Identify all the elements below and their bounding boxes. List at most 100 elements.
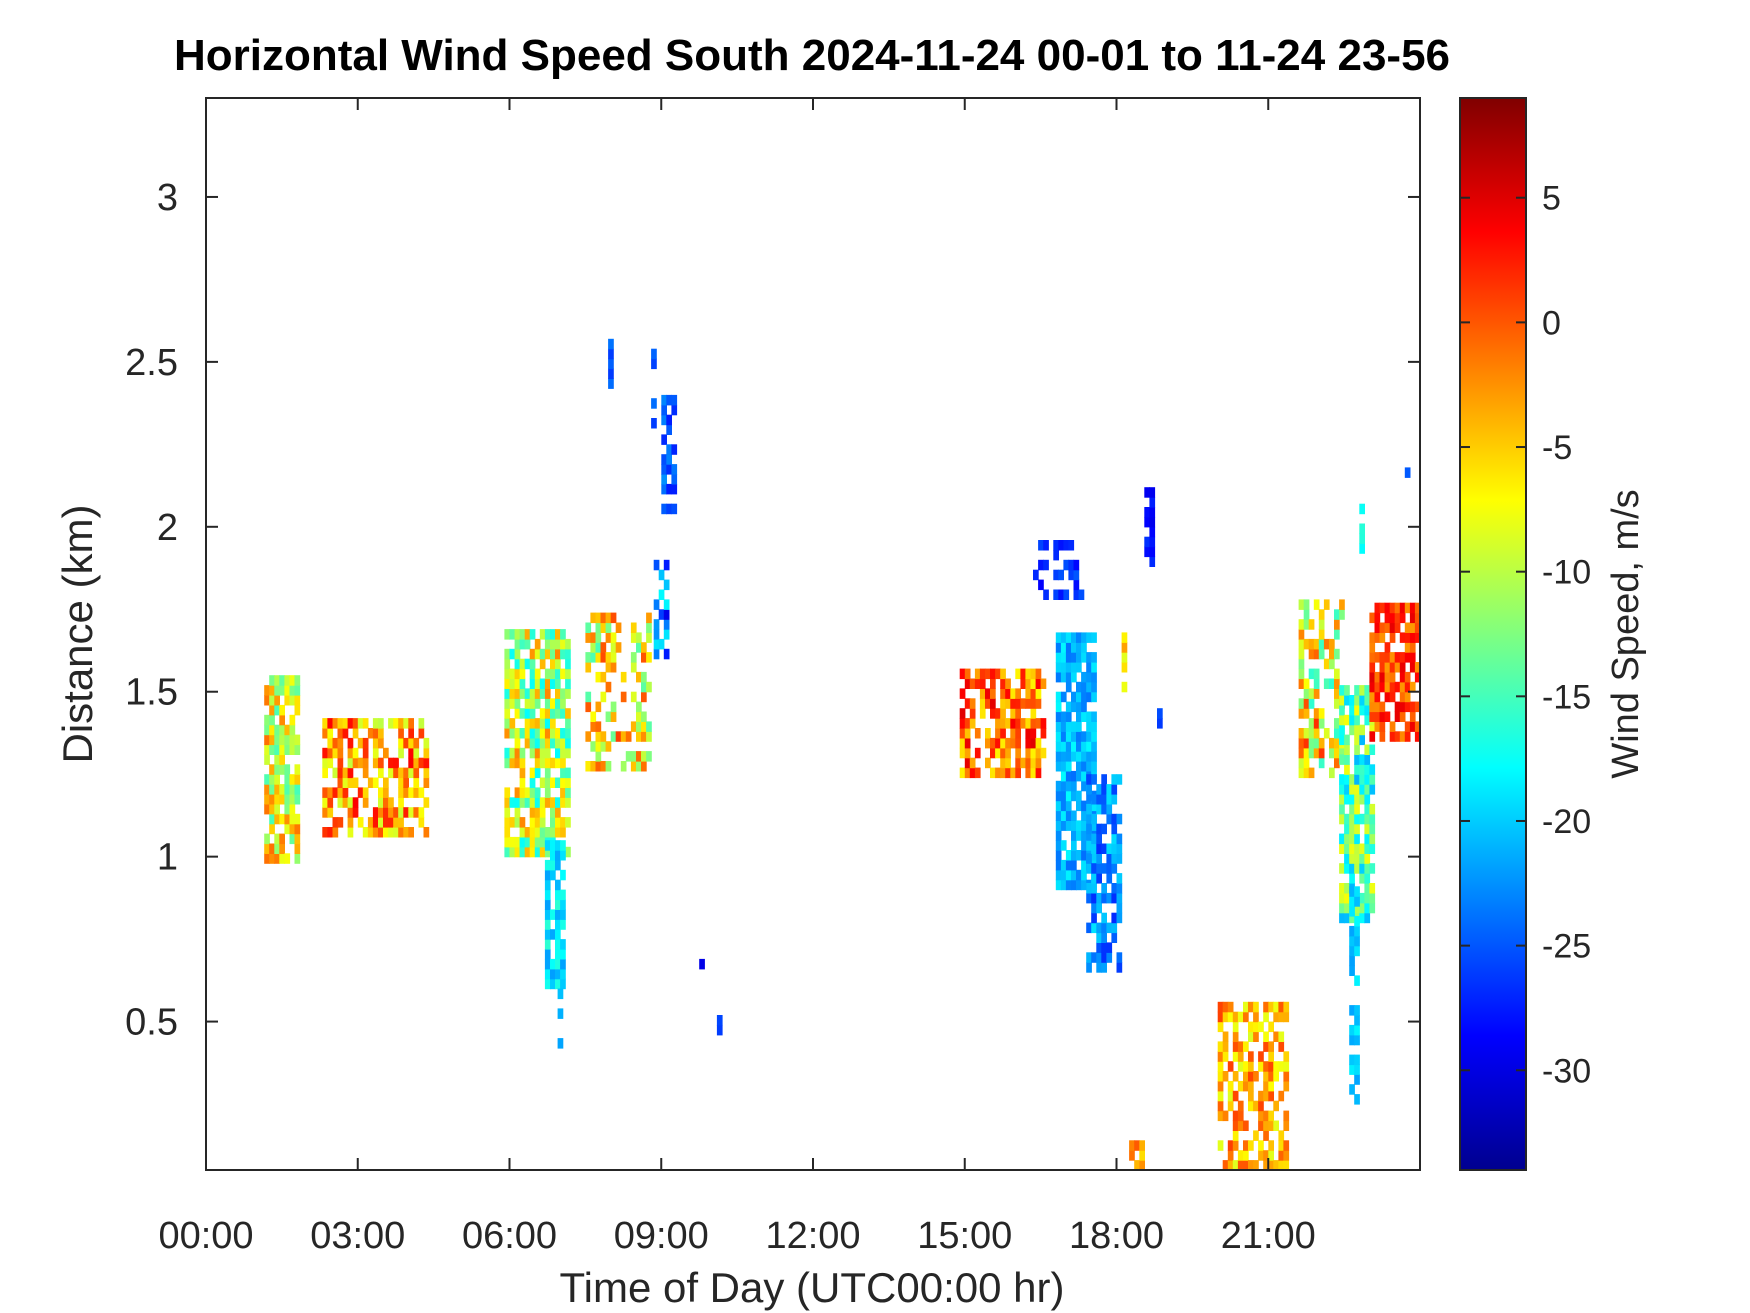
heatmap-cell bbox=[1116, 892, 1123, 904]
heatmap-cell bbox=[1071, 731, 1077, 742]
heatmap-cell bbox=[403, 737, 409, 749]
heatmap-cell bbox=[1364, 833, 1371, 845]
heatmap-cell bbox=[327, 728, 334, 739]
heatmap-cell bbox=[274, 774, 280, 785]
heatmap-cell bbox=[550, 757, 556, 769]
heatmap-cell bbox=[544, 698, 551, 709]
heatmap-cell bbox=[1278, 1011, 1285, 1023]
heatmap-cell bbox=[1364, 784, 1371, 795]
heatmap-cell bbox=[1010, 708, 1016, 719]
heatmap-cell bbox=[1268, 1021, 1274, 1033]
heatmap-cell bbox=[1354, 896, 1360, 907]
heatmap-cell bbox=[1055, 800, 1062, 812]
heatmap-cell bbox=[1030, 728, 1037, 739]
heatmap-cell bbox=[1040, 678, 1047, 689]
heatmap-cell bbox=[560, 869, 566, 881]
heatmap-cell bbox=[1217, 1011, 1224, 1023]
heatmap-cell bbox=[1263, 1090, 1269, 1102]
heatmap-cell bbox=[264, 794, 270, 805]
heatmap-cell bbox=[1015, 747, 1021, 759]
heatmap-cell bbox=[269, 764, 275, 775]
heatmap-cell bbox=[1339, 863, 1345, 874]
heatmap-cell bbox=[1258, 1090, 1264, 1102]
heatmap-cell bbox=[332, 817, 339, 828]
heatmap-cell bbox=[666, 414, 672, 426]
heatmap-cell bbox=[1349, 714, 1355, 726]
heatmap-cell bbox=[1134, 1140, 1140, 1151]
heatmap-cell bbox=[1055, 671, 1062, 683]
heatmap-cell bbox=[1232, 1071, 1239, 1082]
heatmap-cell bbox=[995, 737, 1001, 749]
heatmap-cell bbox=[595, 721, 602, 732]
heatmap-cell bbox=[1101, 863, 1107, 874]
heatmap-cell bbox=[1404, 681, 1411, 693]
heatmap-cell bbox=[1414, 622, 1421, 633]
heatmap-cell bbox=[590, 721, 597, 732]
heatmap-cell bbox=[1349, 803, 1355, 815]
heatmap-cell bbox=[1000, 718, 1006, 729]
heatmap-cell bbox=[658, 589, 665, 600]
heatmap-cell bbox=[544, 859, 551, 871]
heatmap-cell bbox=[1076, 869, 1082, 881]
heatmap-cell bbox=[1144, 516, 1150, 528]
heatmap-cell bbox=[1339, 813, 1345, 825]
heatmap-cell bbox=[1258, 1100, 1264, 1112]
heatmap-cell bbox=[544, 909, 551, 920]
heatmap-cell bbox=[519, 747, 526, 759]
heatmap-cell bbox=[653, 619, 660, 630]
heatmap-cell bbox=[1076, 751, 1082, 762]
heatmap-cell bbox=[274, 764, 280, 775]
heatmap-cell bbox=[1344, 754, 1350, 765]
heatmap-cell bbox=[1359, 523, 1365, 534]
heatmap-cell bbox=[367, 777, 374, 788]
heatmap-cell bbox=[1394, 652, 1401, 663]
heatmap-cell bbox=[264, 754, 270, 765]
heatmap-cell bbox=[995, 708, 1001, 719]
colorbar-tick-label: -25 bbox=[1542, 928, 1591, 966]
heatmap-cell bbox=[1349, 1084, 1355, 1095]
heatmap-cell bbox=[1081, 681, 1087, 693]
heatmap-cell bbox=[1068, 569, 1075, 581]
heatmap-cell bbox=[550, 929, 556, 940]
heatmap-cell bbox=[600, 642, 607, 653]
heatmap-cell bbox=[1323, 728, 1330, 739]
heatmap-cell bbox=[284, 794, 291, 805]
heatmap-cell bbox=[1227, 1090, 1234, 1102]
heatmap-cell bbox=[590, 711, 597, 722]
heatmap-cell bbox=[1263, 1071, 1269, 1082]
heatmap-cell bbox=[1121, 681, 1128, 693]
heatmap-cell bbox=[985, 688, 991, 699]
heatmap-cell bbox=[1091, 902, 1097, 914]
heatmap-cell bbox=[1409, 642, 1416, 653]
heatmap-cell bbox=[1258, 1021, 1264, 1033]
heatmap-cell bbox=[1303, 757, 1310, 769]
heatmap-cell bbox=[555, 939, 561, 950]
heatmap-cell bbox=[1329, 658, 1335, 670]
heatmap-cell bbox=[1364, 704, 1371, 716]
heatmap-cell bbox=[1389, 612, 1396, 624]
heatmap-cell bbox=[294, 685, 301, 696]
heatmap-cell bbox=[1369, 784, 1376, 795]
heatmap-cell bbox=[1116, 912, 1123, 924]
heatmap-cell bbox=[1081, 711, 1087, 722]
heatmap-cell bbox=[1055, 850, 1062, 861]
heatmap-cell bbox=[1253, 1021, 1259, 1033]
heatmap-cell bbox=[539, 737, 546, 749]
heatmap-cell bbox=[264, 685, 270, 696]
heatmap-cell bbox=[1040, 728, 1047, 739]
heatmap-cell bbox=[1323, 658, 1330, 670]
colorbar-tick-label: -30 bbox=[1542, 1052, 1591, 1090]
heatmap-cell bbox=[327, 757, 334, 769]
heatmap-cell bbox=[1060, 632, 1067, 643]
heatmap-cell bbox=[504, 678, 511, 689]
heatmap-cell bbox=[529, 688, 536, 699]
heatmap-cell bbox=[560, 797, 566, 808]
heatmap-cell bbox=[1283, 1120, 1290, 1131]
heatmap-cell bbox=[979, 708, 986, 719]
heatmap-cell bbox=[1369, 774, 1376, 785]
heatmap-cell bbox=[974, 728, 981, 739]
heatmap-cell bbox=[1116, 774, 1123, 785]
heatmap-cell bbox=[1030, 678, 1037, 689]
heatmap-cell bbox=[1359, 695, 1365, 706]
